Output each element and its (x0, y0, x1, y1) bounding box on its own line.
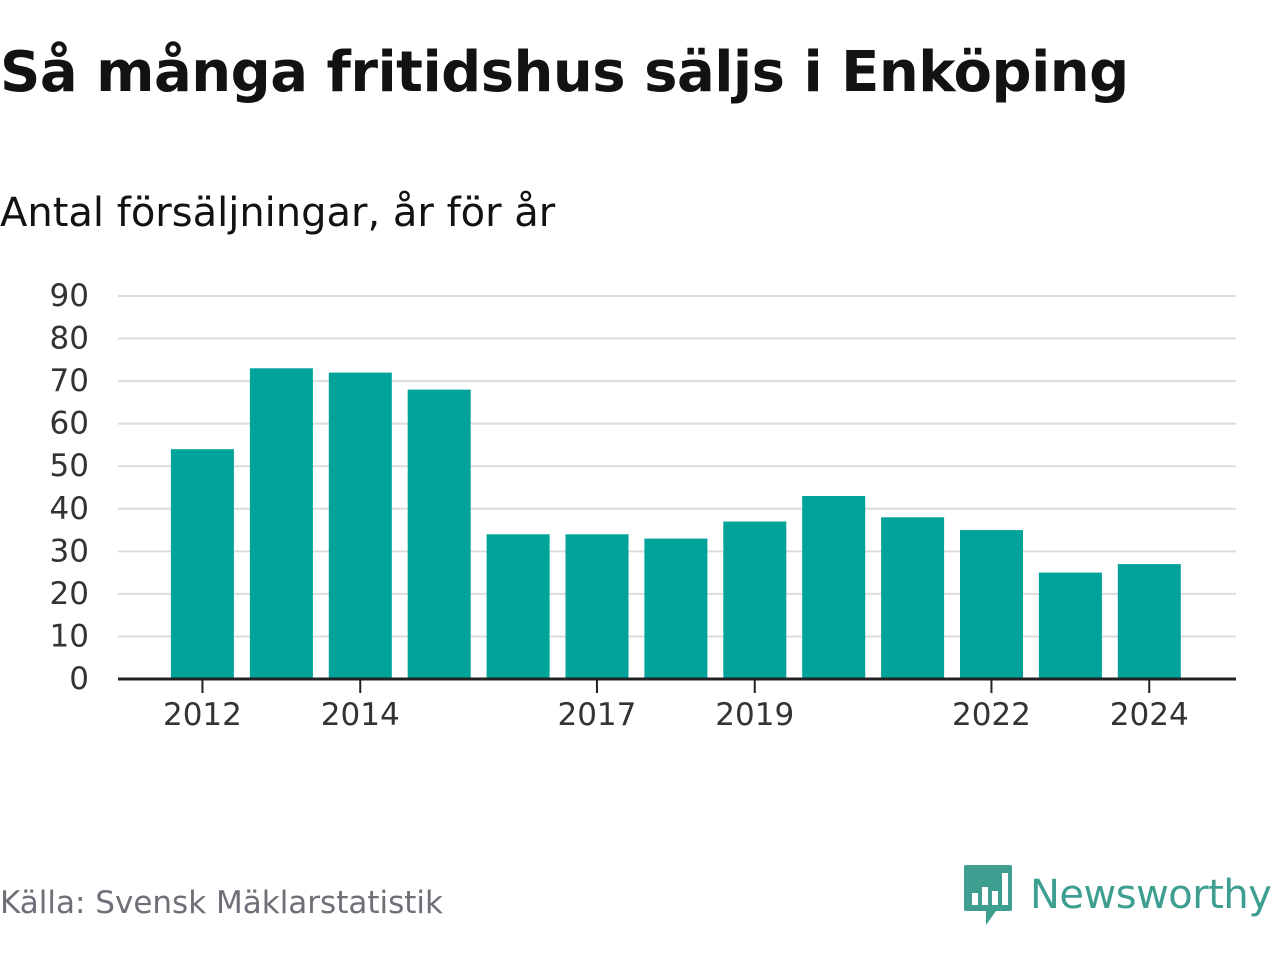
y-tick-label: 70 (50, 363, 89, 399)
newsworthy-logo-text: Newsworthy (1030, 872, 1272, 918)
chart-subtitle: Antal försäljningar, år för år (0, 190, 556, 236)
y-tick-label: 80 (50, 321, 89, 357)
bar-2013 (249, 368, 313, 679)
bar-2016 (486, 534, 550, 679)
bar-2021 (881, 517, 945, 679)
x-tick-label: 2012 (163, 697, 242, 733)
y-tick-label: 90 (50, 278, 89, 314)
x-axis-ticks: 2012 2014 2017 2019 2022 2024 (163, 679, 1189, 733)
x-tick-label: 2014 (321, 697, 400, 733)
bar-2022 (960, 530, 1023, 679)
y-axis-ticks: 0 10 20 30 40 50 60 70 80 90 (50, 278, 89, 697)
newsworthy-logo-icon (964, 865, 1012, 925)
y-tick-label: 0 (69, 661, 89, 697)
bar-2020 (802, 496, 866, 679)
y-tick-label: 40 (50, 491, 89, 527)
x-tick-label: 2019 (715, 697, 794, 733)
x-tick-label: 2022 (952, 697, 1031, 733)
bar-2015 (407, 389, 471, 679)
bar-chart: 0 10 20 30 40 50 60 70 80 90 2012 2014 2017 2019 2022… (50, 278, 1236, 733)
y-tick-label: 10 (50, 618, 89, 654)
y-tick-label: 50 (50, 448, 89, 484)
chart-title: Så många fritidshus säljs i Enköping (0, 40, 1129, 105)
y-tick-label: 60 (50, 406, 89, 442)
y-tick-label: 20 (50, 576, 89, 612)
x-tick-label: 2024 (1110, 697, 1189, 733)
bar-2017 (565, 534, 629, 679)
newsworthy-logo: Newsworthy (962, 862, 1272, 928)
bars (170, 368, 1181, 679)
bar-2014 (328, 372, 392, 679)
x-tick-label: 2017 (557, 697, 636, 733)
bar-2012 (170, 449, 234, 679)
bar-2018 (644, 538, 708, 679)
bar-2024 (1117, 564, 1181, 679)
bar-2019 (723, 521, 787, 679)
source-note: Källa: Svensk Mäklarstatistik (0, 885, 443, 921)
bar-2023 (1038, 572, 1102, 679)
y-tick-label: 30 (50, 533, 89, 569)
